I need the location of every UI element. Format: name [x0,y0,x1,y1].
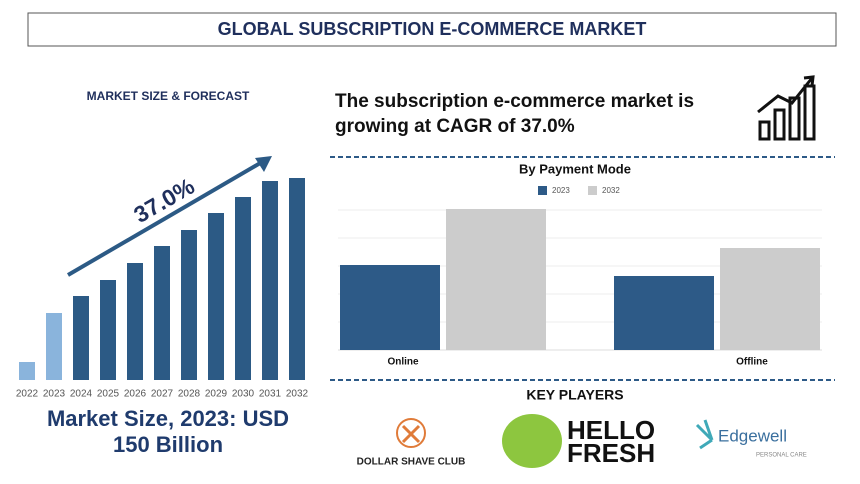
x-tick-label: 2029 [205,389,228,400]
x-tick-label: 2026 [124,389,147,400]
bar [262,181,278,380]
bar [446,209,546,350]
x-tick-label: 2025 [97,389,120,400]
logo-text: FRESH [567,438,655,468]
legend-label: 2023 [552,186,570,195]
bar [19,362,35,380]
legend-swatch [538,186,547,195]
bar [208,213,224,380]
x-tick-label: 2032 [286,389,309,400]
x-tick-label: 2022 [16,389,39,400]
bar [127,263,143,380]
x-tick-label: Offline [736,357,768,368]
bar [720,248,820,350]
page-title: GLOBAL SUBSCRIPTION E-COMMERCE MARKET [218,19,647,39]
bar [73,296,89,380]
x-tick-label: 2028 [178,389,201,400]
bar [614,276,714,350]
section-title: KEY PLAYERS [526,387,623,403]
x-tick-label: 2024 [70,389,93,400]
bar [181,230,197,380]
logo-text: PERSONAL CARE [756,453,807,459]
bar [340,265,440,350]
bar [46,313,62,380]
logo-text: HELLO [567,415,655,445]
bar [235,197,251,380]
hellofresh-logo [502,414,562,468]
bar [154,246,170,380]
logo-text: Edgewell [718,426,787,445]
x-tick-label: 2023 [43,389,66,400]
x-tick-label: 2027 [151,389,174,400]
x-tick-label: Online [387,357,419,368]
market-size: Market Size, 2023: USD [47,406,289,431]
chart-title: By Payment Mode [519,161,631,176]
x-tick-label: 2031 [259,389,282,400]
arrow-head [255,156,272,172]
edgewell-logo [695,419,714,450]
legend-swatch [588,186,597,195]
headline: growing at CAGR of 37.0% [335,116,575,137]
market-size: 150 Billion [113,432,223,457]
growth-arrow [66,160,264,277]
x-tick-label: 2030 [232,389,255,400]
bar [289,178,305,380]
dsc-logo [396,418,426,448]
legend-label: 2032 [602,186,620,195]
title-box [27,12,837,47]
headline: The subscription e-commerce market is [335,91,694,112]
chart-title: MARKET SIZE & FORECAST [87,89,250,103]
logo-text: DOLLAR SHAVE CLUB [357,457,466,468]
bar [100,280,116,380]
growth-icon [757,75,816,141]
